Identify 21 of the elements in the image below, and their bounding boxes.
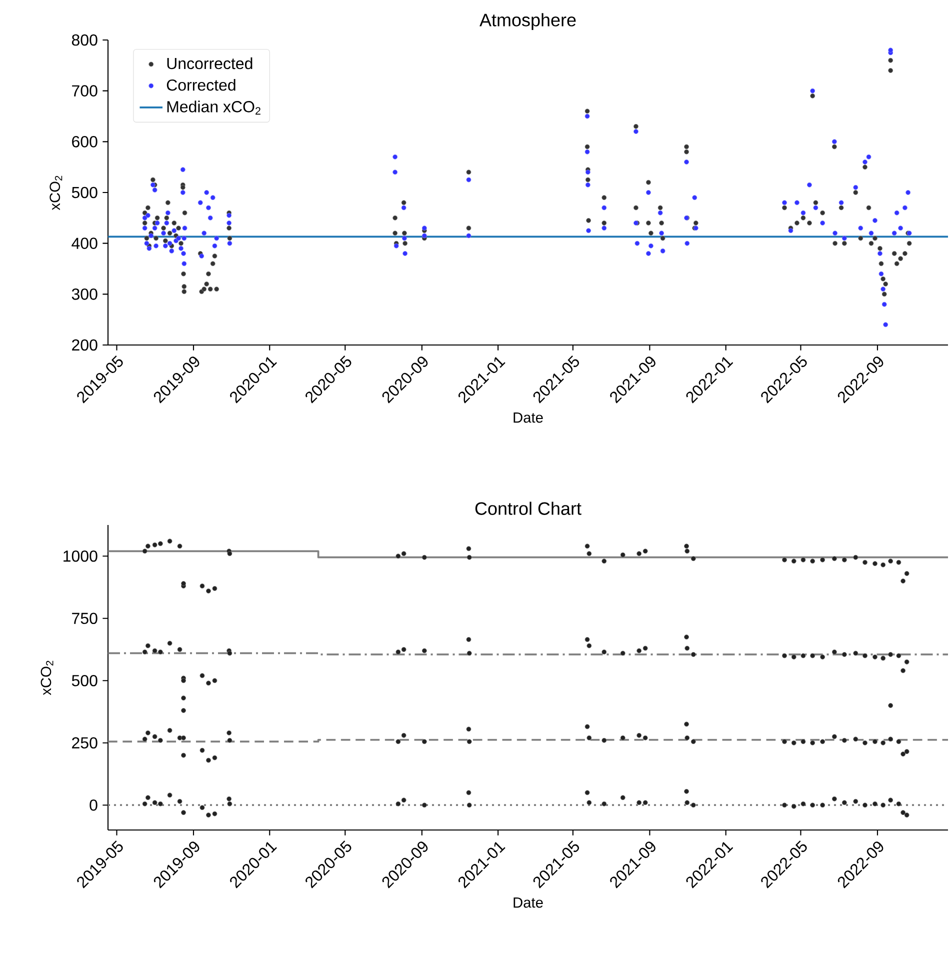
y-tick-label: 300	[72, 288, 98, 300]
y-tick-label: 1000	[64, 550, 98, 562]
y-tick-label: 0	[90, 799, 98, 811]
y-tick-label: 700	[72, 85, 98, 96]
chart-title: Atmosphere	[480, 13, 576, 30]
legend-label: Uncorrected	[167, 57, 252, 70]
y-tick-label: 600	[72, 136, 98, 148]
y-tick-label: 250	[72, 737, 98, 749]
y-tick-label: 750	[72, 612, 98, 624]
legend-label: Median xCO$_{2}$	[167, 100, 260, 115]
x-axis-title: Date	[514, 412, 543, 423]
y-tick-label: 500	[72, 186, 98, 198]
y-axis-title: xCO$_{2}$	[50, 176, 62, 210]
chart-title: Control Chart	[475, 502, 582, 515]
legend-label: Corrected	[166, 79, 236, 91]
x-axis-title: Date	[514, 898, 543, 908]
y-tick-label: 500	[72, 674, 98, 686]
y-tick-label: 400	[72, 238, 98, 249]
y-axis-title: xCO$_{2}$	[40, 660, 54, 696]
y-tick-label: 200	[72, 339, 98, 351]
y-tick-label: 800	[72, 34, 98, 46]
